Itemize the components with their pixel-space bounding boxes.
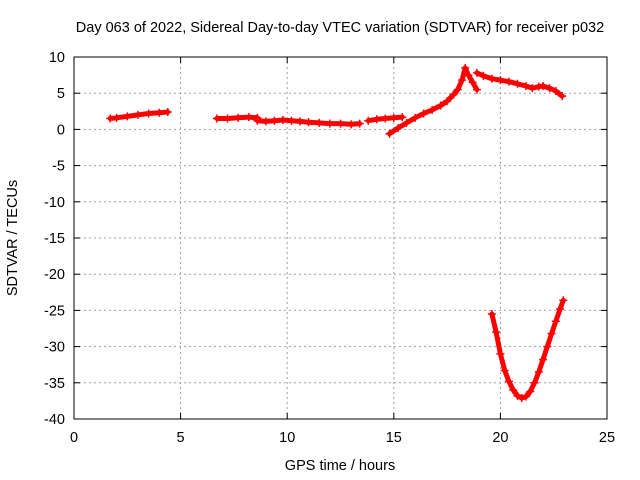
y-tick-label: -20 <box>44 267 65 283</box>
data-point <box>123 112 132 121</box>
data-point <box>558 92 567 101</box>
data-point <box>261 117 270 126</box>
data-point <box>547 329 556 338</box>
data-point <box>325 119 334 128</box>
data-point <box>526 387 535 396</box>
data-point <box>545 84 554 93</box>
data-point <box>372 115 381 124</box>
y-tick-label: -5 <box>52 159 65 175</box>
data-point <box>278 115 287 124</box>
data-point <box>411 113 420 122</box>
data-point <box>453 85 462 94</box>
data-point <box>539 81 548 90</box>
data-point <box>492 328 501 337</box>
data-point <box>428 105 437 114</box>
data-point <box>479 71 488 80</box>
y-tick-label: -25 <box>44 303 65 319</box>
data-point <box>500 366 509 375</box>
data-point <box>244 113 253 122</box>
data-point <box>133 110 142 119</box>
data-point <box>530 378 539 387</box>
y-tick-label: 0 <box>57 122 65 138</box>
data-point <box>496 76 505 85</box>
data-point <box>534 367 543 376</box>
data-point <box>436 101 445 110</box>
data-point <box>559 296 568 305</box>
data-point <box>513 79 522 88</box>
x-tick-label: 5 <box>177 430 185 446</box>
y-tick-label: -35 <box>44 376 65 392</box>
data-point <box>163 108 172 117</box>
data-point <box>304 118 313 127</box>
data-point <box>144 109 153 118</box>
y-axis-label: SDTVAR / TECUs <box>5 180 21 296</box>
data-point <box>295 117 304 126</box>
x-tick-label: 10 <box>279 430 295 446</box>
data-point <box>443 97 452 106</box>
data-point <box>394 123 403 132</box>
series-trace <box>489 297 566 401</box>
data-point <box>543 342 552 351</box>
data-point <box>212 114 221 123</box>
data-point <box>521 392 530 401</box>
data-point <box>389 113 398 122</box>
data-point <box>398 113 407 122</box>
data-point <box>385 129 394 138</box>
chart-title: Day 063 of 2022, Sidereal Day-to-day VTE… <box>76 20 604 36</box>
data-point <box>381 114 390 123</box>
data-point <box>270 116 279 125</box>
data-point <box>336 119 345 128</box>
data-point <box>504 77 513 86</box>
x-tick-label: 0 <box>70 430 78 446</box>
y-tick-label: -15 <box>44 231 65 247</box>
y-tick-label: 10 <box>49 50 65 66</box>
y-tick-label: -40 <box>44 412 65 428</box>
data-point <box>458 76 467 85</box>
x-axis-label: GPS time / hours <box>285 458 395 474</box>
y-tick-label: -10 <box>44 195 65 211</box>
data-point <box>253 116 262 125</box>
data-point <box>472 68 481 77</box>
data-point <box>551 317 560 326</box>
data-point <box>155 108 164 117</box>
data-point <box>521 81 530 90</box>
data-point <box>355 119 364 128</box>
x-tick-label: 15 <box>386 430 402 446</box>
x-tick-label: 25 <box>599 430 615 446</box>
data-point <box>556 304 565 313</box>
y-tick-label: -30 <box>44 340 65 356</box>
x-tick-label: 20 <box>492 430 508 446</box>
data-point <box>347 120 356 129</box>
data-point <box>112 113 121 122</box>
data-point <box>234 113 243 122</box>
data-point <box>449 90 458 99</box>
data-point <box>517 394 526 403</box>
data-point <box>419 109 428 118</box>
data-point <box>464 71 473 80</box>
data-point <box>223 114 232 123</box>
data-point <box>513 391 522 400</box>
series-trace <box>387 65 480 137</box>
data-point <box>315 118 324 127</box>
data-series <box>106 63 568 403</box>
data-point <box>487 310 496 319</box>
data-point <box>468 78 477 87</box>
data-point <box>402 118 411 127</box>
data-point <box>528 84 537 93</box>
data-point <box>539 355 548 364</box>
data-point <box>287 116 296 125</box>
data-point <box>496 349 505 358</box>
data-point <box>509 386 518 395</box>
data-point <box>551 87 560 96</box>
y-tick-label: 5 <box>57 86 65 102</box>
data-point <box>461 63 470 72</box>
data-point <box>364 116 373 125</box>
x-axis: 0 5 10 15 20 25 <box>70 57 615 446</box>
data-point <box>487 74 496 83</box>
y-axis: 10 5 0 -5 -10 -15 -20 -25 -30 -35 -40 <box>44 50 607 428</box>
data-point <box>472 85 481 94</box>
data-point <box>504 377 513 386</box>
